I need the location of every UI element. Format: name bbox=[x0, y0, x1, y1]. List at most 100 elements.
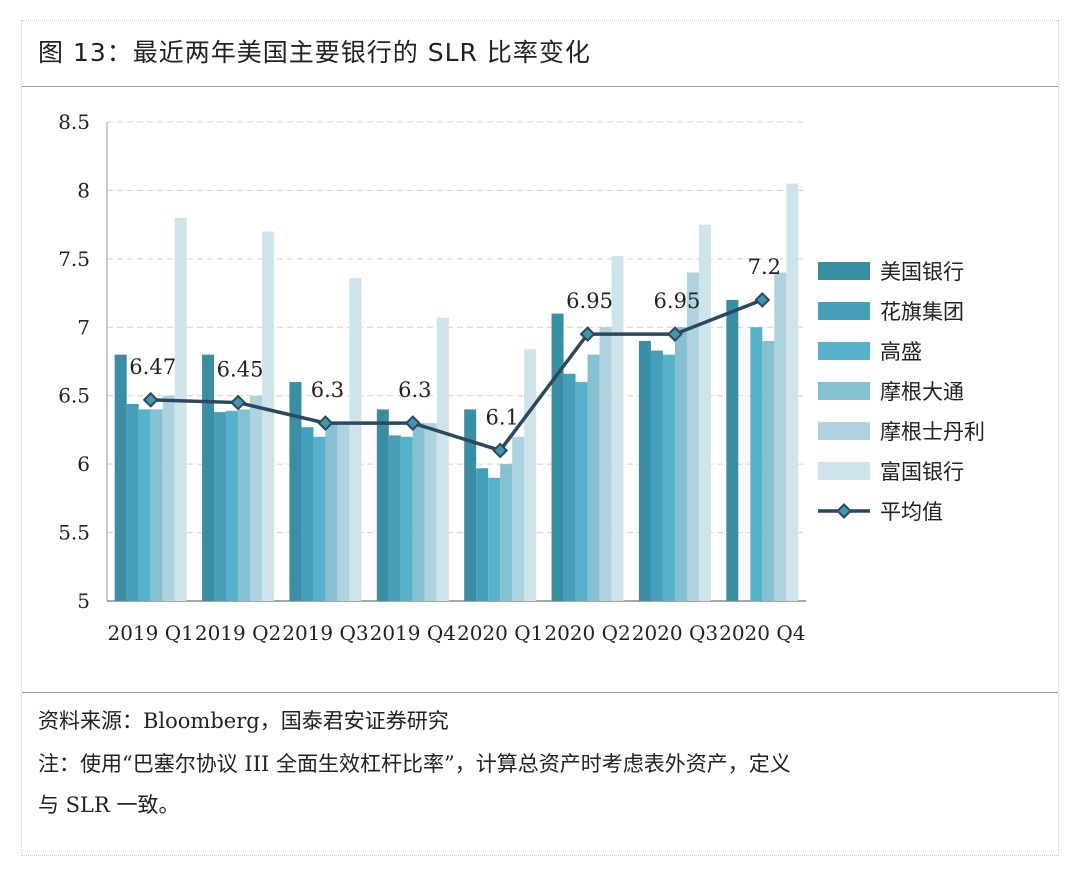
bar bbox=[238, 409, 251, 601]
x-tick-label: 2019 Q3 bbox=[282, 621, 368, 645]
average-line bbox=[150, 298, 763, 453]
bar bbox=[686, 272, 699, 601]
bar bbox=[512, 436, 525, 601]
legend-swatch bbox=[818, 462, 870, 480]
x-tick-label: 2019 Q4 bbox=[370, 621, 456, 645]
figure-frame bbox=[21, 20, 1059, 856]
bar bbox=[424, 423, 437, 601]
bar bbox=[786, 183, 799, 602]
bar bbox=[376, 409, 389, 601]
source-note: 资料来源：Bloomberg，国泰君安证券研究 bbox=[38, 709, 449, 733]
bar bbox=[638, 340, 651, 601]
definition-note-line2: 与 SLR 一致。 bbox=[38, 793, 180, 817]
legend-swatch bbox=[818, 342, 870, 360]
legend-marker bbox=[836, 503, 852, 519]
notes-divider bbox=[22, 692, 1058, 693]
bar bbox=[575, 382, 588, 601]
x-tick-label: 2020 Q3 bbox=[632, 621, 718, 645]
average-data-label: 6.3 bbox=[311, 378, 344, 402]
average-marker bbox=[317, 415, 334, 431]
y-tick-label: 7 bbox=[77, 315, 90, 339]
x-tick-label: 2019 Q2 bbox=[195, 621, 281, 645]
x-tick-label: 2020 Q1 bbox=[457, 621, 543, 645]
bar bbox=[126, 403, 139, 601]
bar bbox=[289, 382, 302, 601]
average-data-label: 6.95 bbox=[654, 289, 701, 313]
legend-label: 花旗集团 bbox=[880, 300, 964, 324]
legend-swatch bbox=[818, 262, 870, 280]
bar bbox=[698, 224, 711, 601]
bar bbox=[226, 410, 239, 601]
y-tick-label: 5.5 bbox=[58, 521, 90, 545]
bar bbox=[611, 256, 624, 601]
bar bbox=[551, 313, 564, 601]
bar bbox=[762, 340, 775, 601]
average-marker bbox=[579, 326, 596, 343]
bar bbox=[750, 327, 763, 601]
x-tick-label: 2020 Q2 bbox=[544, 621, 630, 645]
bar bbox=[214, 412, 227, 601]
bar bbox=[150, 409, 163, 601]
bar bbox=[262, 231, 275, 601]
bar bbox=[250, 395, 263, 601]
bar bbox=[488, 477, 501, 601]
average-data-label: 6.1 bbox=[485, 405, 518, 429]
bar bbox=[325, 423, 338, 601]
legend-swatch bbox=[818, 422, 870, 440]
bar bbox=[464, 409, 477, 601]
bar bbox=[202, 354, 215, 601]
legend-label: 美国银行 bbox=[880, 260, 964, 284]
figure-title: 图 13：最近两年美国主要银行的 SLR 比率变化 bbox=[38, 38, 591, 67]
x-tick-label: 2019 Q1 bbox=[107, 621, 193, 645]
bar bbox=[674, 327, 687, 601]
bar bbox=[650, 350, 663, 601]
bar bbox=[162, 395, 175, 601]
average-marker bbox=[667, 326, 683, 343]
average-marker bbox=[492, 442, 509, 459]
y-tick-label: 5 bbox=[77, 589, 90, 613]
bar bbox=[301, 427, 314, 601]
bar bbox=[138, 409, 151, 601]
average-data-label: 6.3 bbox=[398, 378, 431, 402]
legend-label: 平均值 bbox=[880, 500, 943, 524]
bar bbox=[337, 423, 350, 601]
bar bbox=[524, 349, 537, 601]
bar bbox=[388, 435, 401, 601]
bar bbox=[400, 436, 413, 601]
y-tick-label: 8.5 bbox=[58, 110, 90, 134]
legend-label: 摩根大通 bbox=[880, 380, 964, 404]
average-data-label: 6.47 bbox=[129, 355, 176, 379]
bar bbox=[726, 299, 739, 601]
bar bbox=[500, 464, 513, 601]
y-tick-label: 6 bbox=[77, 452, 90, 476]
title-divider bbox=[22, 86, 1058, 87]
bar bbox=[662, 354, 675, 601]
y-tick-label: 8 bbox=[77, 178, 90, 202]
average-data-label: 6.45 bbox=[217, 358, 264, 382]
bar bbox=[563, 373, 576, 601]
average-marker bbox=[230, 394, 246, 411]
average-data-label: 7.2 bbox=[748, 255, 781, 279]
y-tick-label: 7.5 bbox=[58, 247, 90, 271]
average-marker bbox=[142, 391, 159, 408]
x-tick-label: 2020 Q4 bbox=[719, 621, 805, 645]
legend-swatch bbox=[818, 382, 870, 400]
bar bbox=[476, 468, 489, 601]
average-data-label: 6.95 bbox=[566, 289, 613, 313]
bar bbox=[412, 423, 425, 601]
definition-note-line1: 注：使用“巴塞尔协议 III 全面生效杠杆比率”，计算总资产时考虑表外资产，定义 bbox=[38, 752, 791, 776]
legend-label: 富国银行 bbox=[880, 460, 964, 484]
y-tick-label: 6.5 bbox=[58, 384, 90, 408]
bar bbox=[599, 327, 612, 601]
bar bbox=[114, 354, 127, 601]
bar bbox=[587, 354, 600, 601]
slr-chart: 5 5.5 6 6.5 7 7.5 8 8.5 2019 Q1 2019 Q2 2019 Q3 201… bbox=[58, 110, 985, 645]
average-marker bbox=[404, 415, 421, 431]
legend-label: 摩根士丹利 bbox=[880, 420, 985, 444]
bar bbox=[774, 272, 787, 601]
legend-label: 高盛 bbox=[880, 340, 922, 364]
bar bbox=[313, 436, 326, 601]
average-marker bbox=[754, 292, 771, 308]
bar bbox=[436, 317, 449, 601]
legend-swatch bbox=[818, 302, 870, 320]
